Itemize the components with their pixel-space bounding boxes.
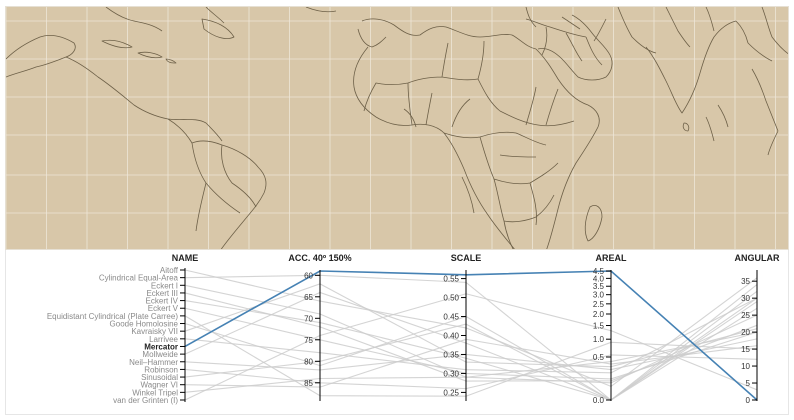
projection-name-label[interactable]: Aitoff — [160, 266, 179, 275]
country-borders — [6, 7, 788, 249]
chart-axes: NAME ACC. 40º 150% 60 65 70 75 80 85 SCALE 0.25 0.… — [172, 253, 780, 405]
projection-name-label[interactable]: Winkel Tripel — [132, 388, 178, 397]
parallel-coordinates-panel: NAME ACC. 40º 150% 60 65 70 75 80 85 SCALE 0.25 0.… — [5, 250, 789, 415]
tick-label: 0.25 — [443, 388, 459, 397]
projection-name-label[interactable]: Eckert I — [151, 281, 178, 290]
tick-label: 3.0 — [593, 291, 605, 300]
tick-label: 3.5 — [593, 282, 605, 291]
projection-line[interactable] — [184, 338, 758, 388]
tick-label: 5 — [746, 379, 751, 388]
tick-label: 35 — [741, 277, 750, 286]
world-map[interactable] — [6, 7, 789, 250]
projection-name-label[interactable]: van der Grinten (I) — [113, 396, 178, 405]
tick-label: 85 — [304, 379, 313, 388]
tick-label: 4.5 — [593, 267, 605, 276]
northern-coastline — [205, 7, 337, 24]
axis-title[interactable]: NAME — [172, 253, 199, 263]
tick-label: 75 — [304, 336, 313, 345]
iberia-coastline — [357, 28, 387, 48]
projection-name-label[interactable]: Wagner VI — [141, 381, 179, 390]
tick-label: 0.45 — [443, 313, 459, 322]
projection-name-label[interactable]: Mollweide — [142, 350, 178, 359]
tick-label: 0.5 — [593, 353, 605, 362]
americas-coastline — [6, 35, 76, 78]
projection-name-label[interactable]: Neil–Hammer — [129, 358, 178, 367]
tick-label: 30 — [741, 294, 750, 303]
projection-name-label[interactable]: Eckert V — [148, 304, 179, 313]
projection-name-label[interactable]: Robinson — [144, 365, 178, 374]
sri-lanka — [682, 122, 690, 132]
tick-label: 65 — [304, 293, 313, 302]
tick-label: 1.0 — [593, 335, 605, 344]
projection-line[interactable] — [184, 283, 758, 368]
projection-name-label[interactable]: Goode Homolosine — [110, 320, 179, 329]
tick-label: 1.5 — [593, 322, 605, 331]
axis-title[interactable]: AREAL — [596, 253, 628, 263]
tick-label: 10 — [741, 362, 750, 371]
tick-label: 2.0 — [593, 310, 605, 319]
axis-title[interactable]: ACC. 40º 150% — [288, 253, 351, 263]
projection-name-label[interactable]: Kavraisky VII — [131, 327, 178, 336]
europe-coastline — [361, 18, 537, 50]
projection-name-label[interactable]: Sinusoidal — [141, 373, 178, 382]
arabia-coastline — [537, 14, 613, 81]
tick-label: 0.55 — [443, 275, 459, 284]
asia-borders — [617, 7, 788, 142]
projection-name-label[interactable]: Mercator — [144, 342, 178, 351]
madagascar — [584, 205, 603, 242]
tick-label: 0.30 — [443, 369, 459, 378]
tick-label: 60 — [304, 271, 313, 280]
axis-title[interactable]: ANGULAR — [735, 253, 780, 263]
tick-label: 0.35 — [443, 350, 459, 359]
projection-lines — [184, 269, 758, 401]
south-america-tip — [105, 7, 163, 32]
map-view[interactable] — [5, 6, 789, 250]
axis-title[interactable]: SCALE — [451, 253, 482, 263]
projection-name-label[interactable]: Eckert III — [146, 289, 178, 298]
projection-name-label[interactable]: Larrivee — [149, 335, 178, 344]
caribbean-islands — [101, 39, 177, 64]
tick-label: 0.40 — [443, 332, 459, 341]
projection-name-label[interactable]: Equidistant Cylindrical (Plate Carree) — [47, 312, 179, 321]
tick-label: 15 — [741, 345, 750, 354]
middle-east-borders — [525, 7, 607, 66]
africa-coastline — [353, 46, 600, 249]
map-background — [6, 7, 788, 249]
projection-name-label[interactable]: Cylindrical Equal-Area — [99, 274, 179, 283]
tick-label: 80 — [304, 357, 313, 366]
projection-name-label[interactable]: Eckert IV — [146, 297, 179, 306]
tick-label: 0.0 — [593, 396, 605, 405]
tick-label: 4.0 — [593, 274, 605, 283]
projection-line[interactable] — [184, 284, 758, 384]
africa-interior-borders — [363, 40, 575, 249]
parallel-coordinates-chart: NAME ACC. 40º 150% 60 65 70 75 80 85 SCALE 0.25 0.… — [47, 253, 780, 405]
tick-label: 0 — [746, 396, 751, 405]
tick-label: 20 — [741, 328, 750, 337]
graticule — [6, 7, 788, 249]
india-coastline — [645, 20, 737, 114]
tick-label: 70 — [304, 314, 313, 323]
asia-coast-islands — [717, 68, 779, 156]
south-america-interior-borders — [191, 142, 257, 232]
tick-label: 2.5 — [593, 300, 605, 309]
tick-label: 0.50 — [443, 294, 459, 303]
projection-line[interactable] — [184, 292, 758, 382]
north-atlantic-island — [201, 18, 235, 39]
tick-label: 25 — [741, 311, 750, 320]
central-america-coastline — [65, 56, 223, 142]
